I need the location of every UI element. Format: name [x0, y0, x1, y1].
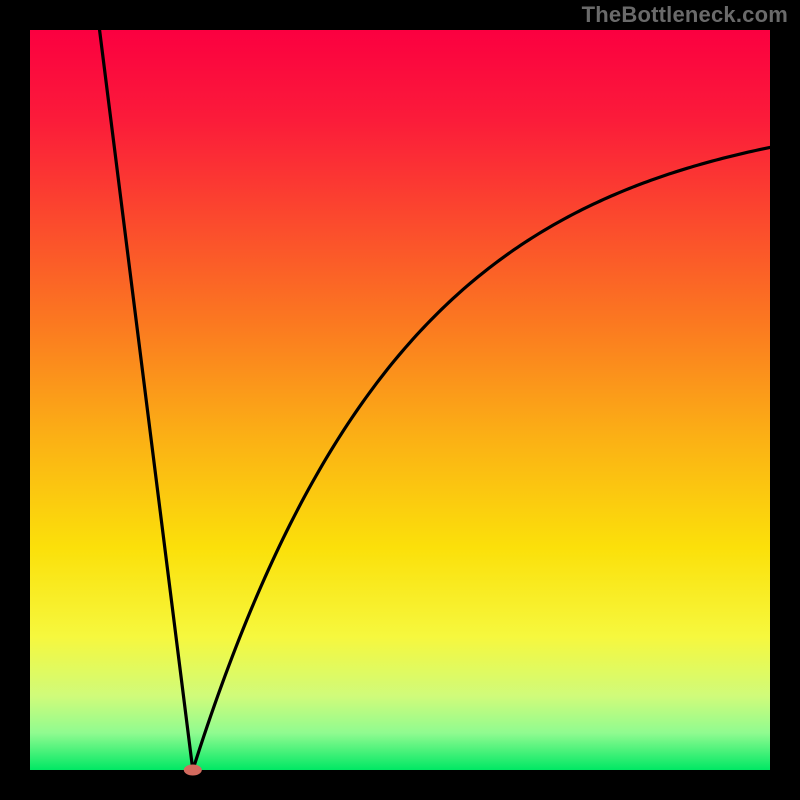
bottleneck-chart	[0, 0, 800, 800]
watermark-text: TheBottleneck.com	[582, 2, 788, 28]
